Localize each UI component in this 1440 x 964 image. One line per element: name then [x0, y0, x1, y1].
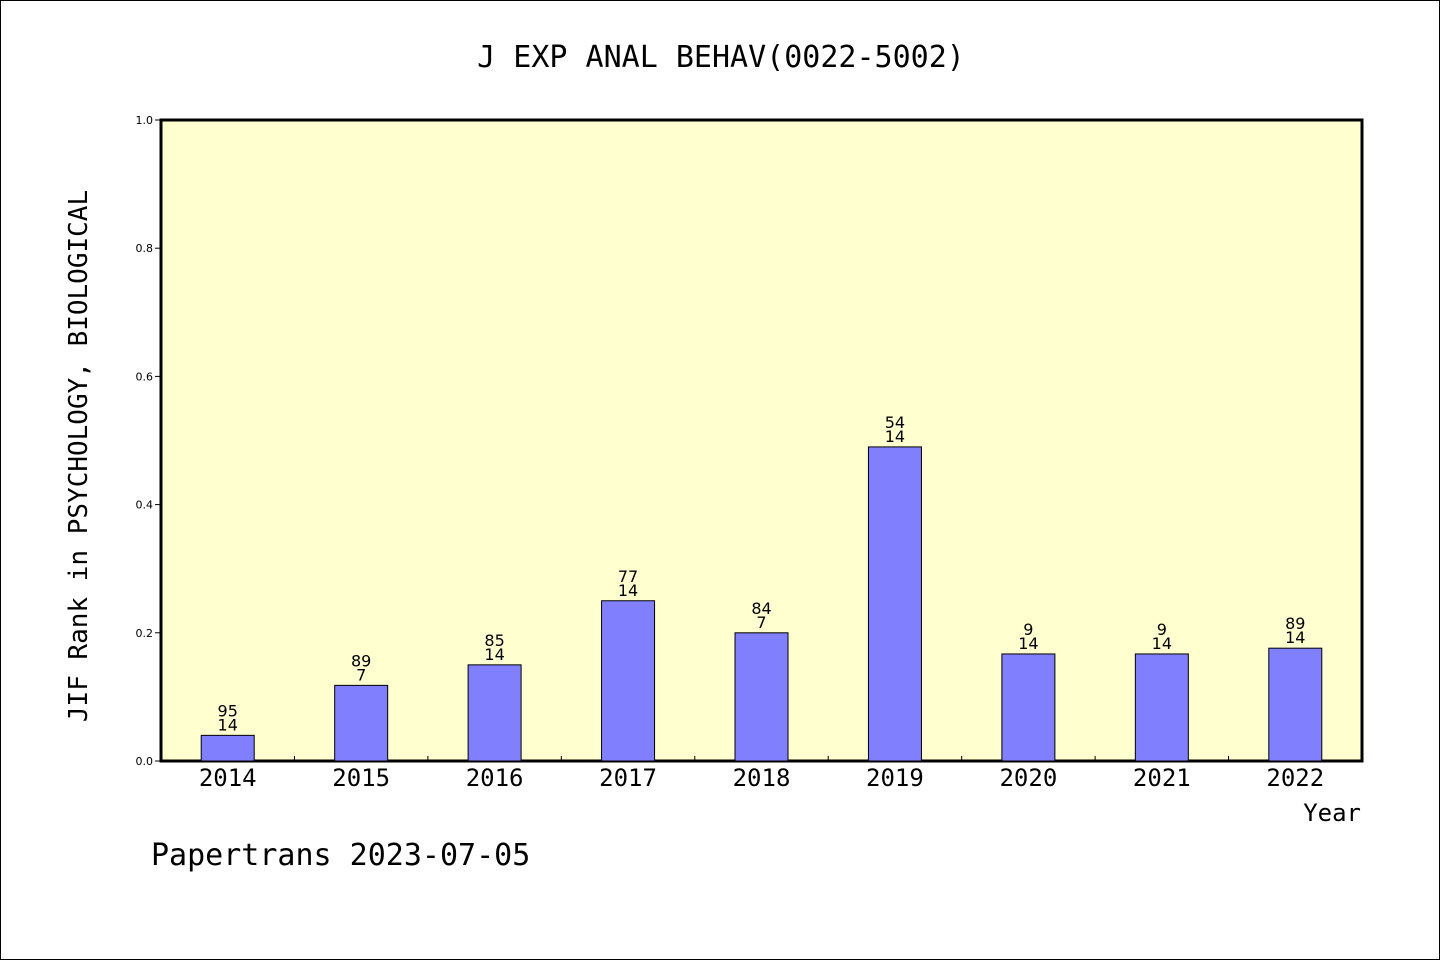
bar [200, 734, 255, 762]
y-tick-label: 0.4 [136, 499, 154, 512]
y-axis-label: JIF Rank in PSYCHOLOGY, BIOLOGICAL [64, 190, 94, 722]
y-tick-label: 0.8 [136, 242, 154, 255]
x-tick-label: 2016 [466, 764, 524, 792]
bar-label-rank: 89 [1285, 614, 1305, 633]
x-tick-label: 2019 [866, 764, 924, 792]
bar-label-total: 14 [484, 645, 504, 664]
bar-label-total: 14 [1285, 628, 1305, 647]
x-tick-label: 2017 [599, 764, 657, 792]
bar-label-rank: 77 [618, 567, 638, 586]
bar [334, 684, 389, 762]
x-tick-label: 2020 [999, 764, 1057, 792]
bar-label-total: 7 [356, 665, 366, 684]
bar-label-total: 14 [618, 581, 638, 600]
x-tick-label: 2021 [1133, 764, 1191, 792]
x-tick-label: 2018 [733, 764, 791, 792]
bar-label-rank: 54 [885, 413, 905, 432]
x-tick-label: 2015 [332, 764, 390, 792]
bar-label-rank: 9 [1023, 620, 1033, 639]
bar-label-rank: 95 [218, 701, 238, 720]
x-tick-label: 2022 [1266, 764, 1324, 792]
bar-label-rank: 9 [1157, 620, 1167, 639]
y-tick-label: 0.6 [136, 370, 154, 383]
x-axis: 2014 2015 2016 2017 2018 2019 2020 2021 2022 [199, 756, 1324, 792]
bar-label-total: 14 [218, 715, 238, 734]
y-tick-label: 1.0 [136, 114, 154, 127]
bar [1268, 647, 1323, 762]
chart-title: J EXP ANAL BEHAV(0022-5002) [477, 40, 965, 75]
bar [1001, 653, 1056, 762]
x-axis-label: Year [1303, 799, 1361, 827]
bar [867, 446, 922, 762]
y-tick-label: 0.0 [136, 755, 154, 768]
bar-label-rank: 84 [751, 599, 771, 618]
y-axis: 0.0 0.2 0.4 0.6 0.8 1.0 [136, 114, 161, 768]
footer-credit: Papertrans 2023-07-05 [151, 838, 530, 873]
bar-label-rank: 85 [484, 631, 504, 650]
bar-label-total: 14 [1018, 634, 1038, 653]
bar [734, 632, 789, 762]
bar-label-rank: 89 [351, 651, 371, 670]
x-tick-label: 2014 [199, 764, 257, 792]
bar [1134, 653, 1189, 762]
bar-label-total: 14 [885, 427, 905, 446]
bar-label-total: 7 [756, 613, 766, 632]
bar [601, 600, 656, 762]
bar-label-total: 14 [1152, 634, 1172, 653]
y-tick-label: 0.2 [136, 627, 154, 640]
bar [467, 664, 522, 762]
